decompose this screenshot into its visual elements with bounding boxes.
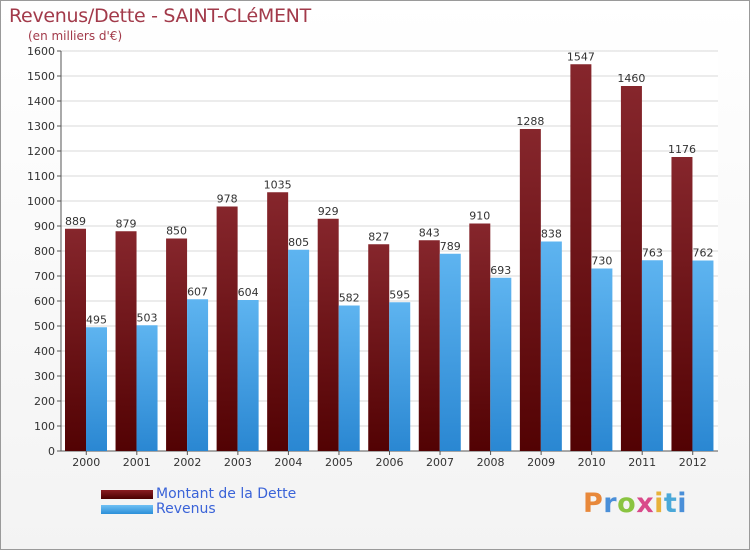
data-label-revenue: 595 xyxy=(389,288,410,301)
chart-legend: Montant de la Dette Revenus xyxy=(101,487,296,517)
chart-title: Revenus/Dette - SAINT-CLéMENT xyxy=(9,5,311,27)
y-tick-label: 1500 xyxy=(27,70,55,83)
y-tick-label: 600 xyxy=(34,295,55,308)
data-label-debt: 1460 xyxy=(617,72,645,85)
y-tick-label: 1600 xyxy=(27,45,55,58)
chart-subtitle: (en milliers d'€) xyxy=(28,29,123,43)
data-label-revenue: 762 xyxy=(692,247,713,260)
x-tick-label: 2008 xyxy=(477,456,505,469)
data-label-debt: 889 xyxy=(65,215,86,228)
y-tick-label: 1000 xyxy=(27,195,55,208)
bar-revenue xyxy=(389,302,411,451)
bar-revenue xyxy=(591,268,613,451)
y-tick-label: 300 xyxy=(34,370,55,383)
x-tick-label: 2010 xyxy=(578,456,606,469)
x-tick-label: 2011 xyxy=(628,456,656,469)
y-tick-label: 200 xyxy=(34,395,55,408)
bar-revenue xyxy=(439,253,461,451)
y-tick-label: 800 xyxy=(34,245,55,258)
legend-label-debt: Montant de la Dette xyxy=(156,486,297,502)
y-tick-label: 400 xyxy=(34,345,55,358)
data-label-revenue: 693 xyxy=(490,264,511,277)
bar-debt xyxy=(519,129,541,451)
data-label-debt: 827 xyxy=(368,230,389,243)
bar-debt xyxy=(368,244,390,451)
data-label-revenue: 838 xyxy=(541,228,562,241)
y-tick-label: 1200 xyxy=(27,145,55,158)
data-label-debt: 850 xyxy=(166,225,187,238)
bar-revenue xyxy=(641,260,663,451)
legend-item-revenue: Revenus xyxy=(101,502,296,517)
bar-debt xyxy=(671,157,693,451)
data-label-revenue: 789 xyxy=(440,240,461,253)
data-label-debt: 1035 xyxy=(264,178,292,191)
bar-debt xyxy=(620,86,642,451)
bar-revenue xyxy=(86,327,107,451)
y-tick-label: 1300 xyxy=(27,120,55,133)
bar-debt xyxy=(166,238,188,451)
data-label-debt: 879 xyxy=(116,217,137,230)
x-tick-label: 2009 xyxy=(527,456,555,469)
x-tick-label: 2002 xyxy=(173,456,201,469)
data-label-debt: 1547 xyxy=(567,50,595,63)
legend-label-revenue: Revenus xyxy=(156,501,216,517)
x-tick-label: 2007 xyxy=(426,456,454,469)
proxiti-logo: Proxiti xyxy=(583,488,688,519)
y-tick-label: 0 xyxy=(48,445,55,458)
x-tick-label: 2001 xyxy=(123,456,151,469)
bar-debt xyxy=(469,223,491,451)
data-label-debt: 978 xyxy=(217,193,238,206)
data-label-revenue: 730 xyxy=(591,255,612,268)
data-label-debt: 910 xyxy=(469,210,490,223)
data-label-debt: 929 xyxy=(318,205,339,218)
bar-revenue xyxy=(692,260,714,451)
bar-debt xyxy=(115,231,137,451)
data-label-revenue: 604 xyxy=(238,286,259,299)
legend-swatch-revenue xyxy=(101,505,153,514)
bar-revenue xyxy=(540,241,562,451)
data-label-debt: 1288 xyxy=(516,115,544,128)
bar-debt xyxy=(317,218,339,451)
y-tick-label: 1400 xyxy=(27,95,55,108)
bar-revenue xyxy=(237,300,259,451)
bar-debt xyxy=(65,228,86,451)
legend-swatch-debt xyxy=(101,490,153,499)
bar-revenue xyxy=(187,299,209,451)
y-tick-label: 1100 xyxy=(27,170,55,183)
bar-debt xyxy=(418,240,440,451)
x-tick-label: 2012 xyxy=(679,456,707,469)
x-tick-label: 2006 xyxy=(376,456,404,469)
data-label-revenue: 607 xyxy=(187,285,208,298)
x-tick-label: 2005 xyxy=(325,456,353,469)
bar-revenue xyxy=(490,277,512,451)
y-tick-label: 900 xyxy=(34,220,55,233)
data-label-debt: 843 xyxy=(419,226,440,239)
x-tick-label: 2004 xyxy=(274,456,302,469)
x-tick-label: 2003 xyxy=(224,456,252,469)
data-label-revenue: 495 xyxy=(86,313,107,326)
data-label-revenue: 805 xyxy=(288,236,309,249)
bar-debt xyxy=(216,206,238,451)
bar-debt xyxy=(267,192,289,451)
data-label-revenue: 582 xyxy=(339,292,360,305)
bar-revenue xyxy=(338,305,360,451)
data-label-debt: 1176 xyxy=(668,143,696,156)
x-tick-label: 2000 xyxy=(72,456,100,469)
data-label-revenue: 503 xyxy=(137,311,158,324)
data-label-revenue: 763 xyxy=(642,246,663,259)
bar-revenue xyxy=(136,325,158,451)
y-tick-label: 500 xyxy=(34,320,55,333)
y-tick-label: 700 xyxy=(34,270,55,283)
legend-item-debt: Montant de la Dette xyxy=(101,487,296,502)
bar-revenue xyxy=(288,249,310,451)
y-tick-label: 100 xyxy=(34,420,55,433)
bar-debt xyxy=(570,64,592,451)
